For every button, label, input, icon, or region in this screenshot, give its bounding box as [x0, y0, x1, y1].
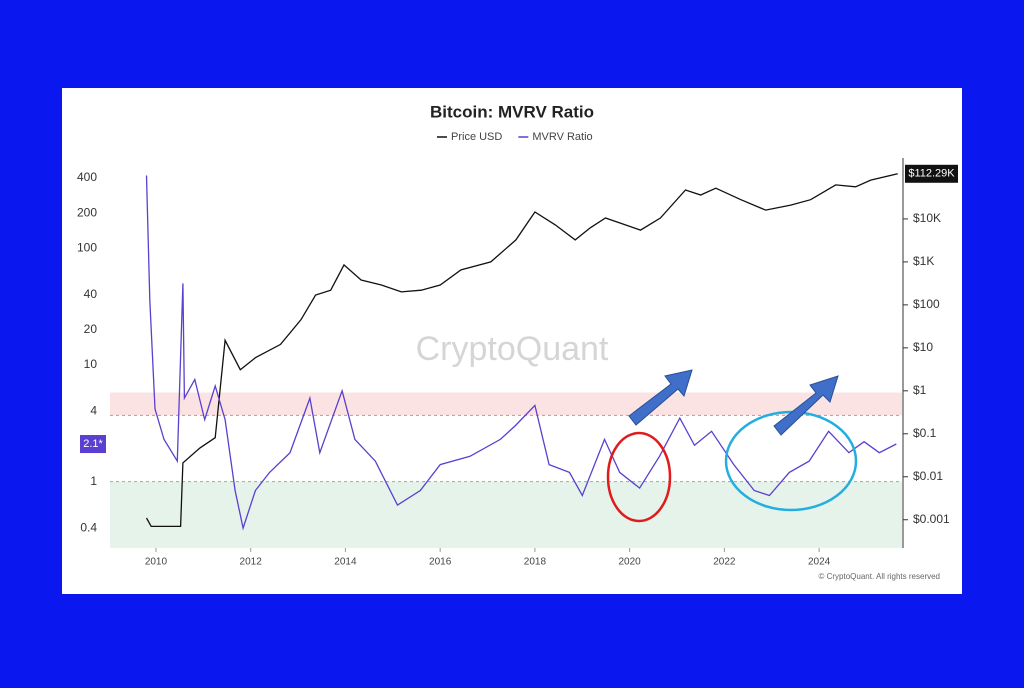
value-badge [905, 164, 958, 183]
y-tick-label: 20 [84, 322, 98, 336]
y-tick-label: 40 [84, 287, 98, 301]
y2-tick-label: $10K [913, 211, 941, 225]
watermark: CryptoQuant [416, 330, 609, 368]
zone [110, 481, 902, 548]
arrow [628, 369, 693, 426]
y-tick-label: 100 [77, 240, 97, 254]
x-tick-label: 2014 [334, 557, 357, 568]
value-badge-label: $112.29K [908, 168, 955, 180]
y-tick-label: 4 [90, 404, 97, 418]
legend-label: MVRV Ratio [532, 131, 592, 143]
zone [110, 392, 902, 416]
highlight-ellipse [724, 410, 858, 512]
y-tick-label: 200 [77, 205, 97, 219]
y2-tick-label: $100 [913, 297, 940, 311]
x-tick-label: 2022 [713, 557, 736, 568]
x-tick-label: 2012 [240, 557, 263, 568]
highlight-circle [606, 431, 672, 523]
y-tick-label: 400 [77, 170, 97, 184]
y2-tick-label: $10 [913, 340, 933, 354]
legend-label: Price USD [451, 131, 502, 143]
x-tick-label: 2016 [429, 557, 452, 568]
x-tick-label: 2010 [145, 557, 168, 568]
x-tick-label: 2018 [524, 557, 547, 568]
chart-title: Bitcoin: MVRV Ratio [430, 102, 594, 121]
footer: © CryptoQuant. All rights reserved [819, 572, 941, 581]
series-line [145, 175, 897, 531]
arrow [773, 375, 839, 436]
x-tick-label: 2024 [808, 557, 831, 568]
y-tick-label: 10 [84, 357, 98, 371]
y2-tick-label: $1K [913, 254, 934, 268]
y-tick-label: 1 [90, 474, 97, 488]
value-badge-label: 2.1* [83, 438, 103, 450]
value-badge [80, 435, 106, 454]
y-tick-label: 0.4 [80, 520, 97, 534]
series-line [145, 173, 898, 528]
y2-tick-label: $0.01 [913, 469, 943, 483]
y2-tick-label: $0.001 [913, 512, 950, 526]
y2-tick-label: $1 [913, 383, 927, 397]
y2-tick-label: $0.1 [913, 426, 937, 440]
x-tick-label: 2020 [619, 557, 642, 568]
